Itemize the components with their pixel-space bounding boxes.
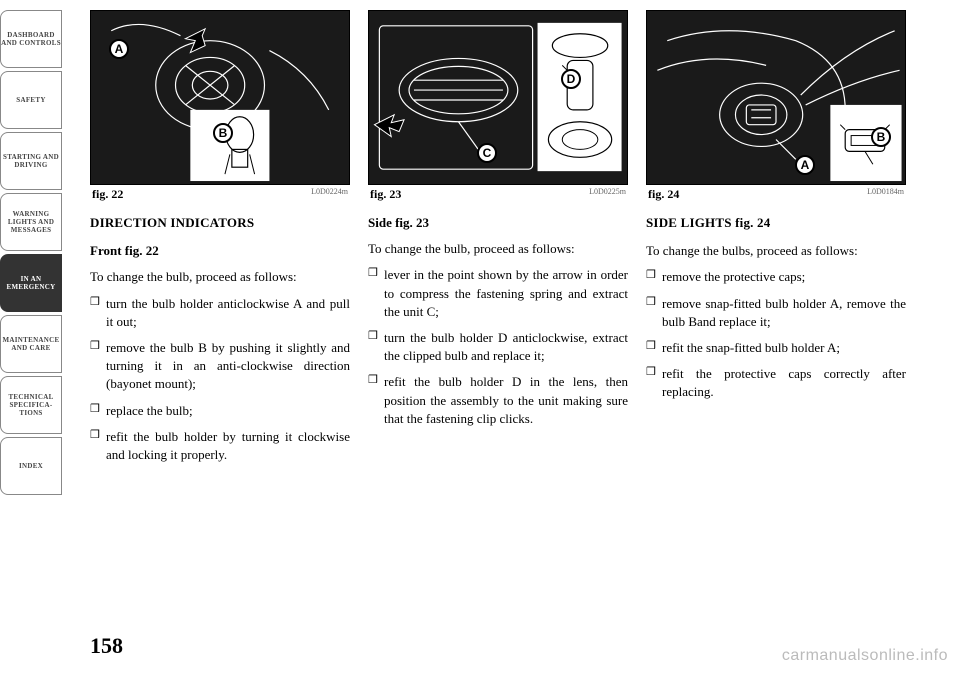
text-columns: DIRECTION INDICATORS Front fig. 22 To ch… [90, 214, 935, 472]
col3-intro: To change the bulbs, proceed as follows: [646, 242, 906, 260]
figure-22-wrap: A B fig. 22 L0D0224m [90, 10, 350, 202]
page: DASHBOARD AND CONTROLS SAFETY STARTING A… [0, 0, 960, 677]
col2-list: lever in the point shown by the arrow in… [368, 266, 628, 428]
col1-subheading: Front fig. 22 [90, 242, 350, 260]
content-area: A B fig. 22 L0D0224m [90, 10, 935, 472]
figures-row: A B fig. 22 L0D0224m [90, 10, 935, 202]
marker-a: A [109, 39, 129, 59]
figure-23-caption: fig. 23 [370, 187, 401, 202]
marker-b2: B [871, 127, 891, 147]
figure-24-wrap: A B fig. 24 L0D0184m [646, 10, 906, 202]
figure-23-wrap: C D fig. 23 L0D0225m [368, 10, 628, 202]
list-item: refit the snap-fitted bulb holder A; [646, 339, 906, 357]
col3-heading: SIDE LIGHTS fig. 24 [646, 214, 906, 232]
tab-warning[interactable]: WARNING LIGHTS AND MESSAGES [0, 193, 62, 251]
column-2: Side fig. 23 To change the bulb, proceed… [368, 214, 628, 472]
figure-24-code: L0D0184m [867, 187, 904, 202]
tab-index[interactable]: INDEX [0, 437, 62, 495]
figure-24: A B [646, 10, 906, 185]
figure-22-code: L0D0224m [311, 187, 348, 202]
tab-safety[interactable]: SAFETY [0, 71, 62, 129]
marker-a2: A [795, 155, 815, 175]
list-item: lever in the point shown by the arrow in… [368, 266, 628, 321]
list-item: refit the bulb holder D in the lens, the… [368, 373, 628, 428]
column-3: SIDE LIGHTS fig. 24 To change the bulbs,… [646, 214, 906, 472]
col2-intro: To change the bulb, proceed as follows: [368, 240, 628, 258]
figure-24-caption: fig. 24 [648, 187, 679, 202]
list-item: remove the protective caps; [646, 268, 906, 286]
col2-subheading: Side fig. 23 [368, 214, 628, 232]
list-item: turn the bulb holder anticlockwise A and… [90, 295, 350, 331]
tab-dashboard[interactable]: DASHBOARD AND CONTROLS [0, 10, 62, 68]
figure-24-label: fig. 24 L0D0184m [646, 187, 906, 202]
tab-maintenance[interactable]: MAINTENANCE AND CARE [0, 315, 62, 373]
list-item: replace the bulb; [90, 402, 350, 420]
figure-22-label: fig. 22 L0D0224m [90, 187, 350, 202]
page-number: 158 [90, 633, 123, 659]
tab-technical[interactable]: TECHNICAL SPECIFICA- TIONS [0, 376, 62, 434]
col3-list: remove the protective caps; remove snap-… [646, 268, 906, 401]
list-item: remove the bulb B by pushing it slightly… [90, 339, 350, 394]
watermark: carmanualsonline.info [782, 647, 948, 665]
figure-22: A B [90, 10, 350, 185]
col1-heading: DIRECTION INDICATORS [90, 214, 350, 232]
figure-23-code: L0D0225m [589, 187, 626, 202]
list-item: turn the bulb holder D anticlockwise, ex… [368, 329, 628, 365]
list-item: refit the bulb holder by turning it cloc… [90, 428, 350, 464]
col1-intro: To change the bulb, proceed as follows: [90, 268, 350, 286]
figure-22-caption: fig. 22 [92, 187, 123, 202]
tab-emergency[interactable]: IN AN EMERGENCY [0, 254, 62, 312]
sidebar-tabs: DASHBOARD AND CONTROLS SAFETY STARTING A… [0, 10, 68, 495]
marker-b: B [213, 123, 233, 143]
list-item: refit the protective caps correctly afte… [646, 365, 906, 401]
figure-23: C D [368, 10, 628, 185]
marker-c: C [477, 143, 497, 163]
tab-starting[interactable]: STARTING AND DRIVING [0, 132, 62, 190]
marker-d: D [561, 69, 581, 89]
col1-list: turn the bulb holder anticlockwise A and… [90, 295, 350, 465]
figure-23-label: fig. 23 L0D0225m [368, 187, 628, 202]
column-1: DIRECTION INDICATORS Front fig. 22 To ch… [90, 214, 350, 472]
list-item: remove snap-fitted bulb holder A, remove… [646, 295, 906, 331]
